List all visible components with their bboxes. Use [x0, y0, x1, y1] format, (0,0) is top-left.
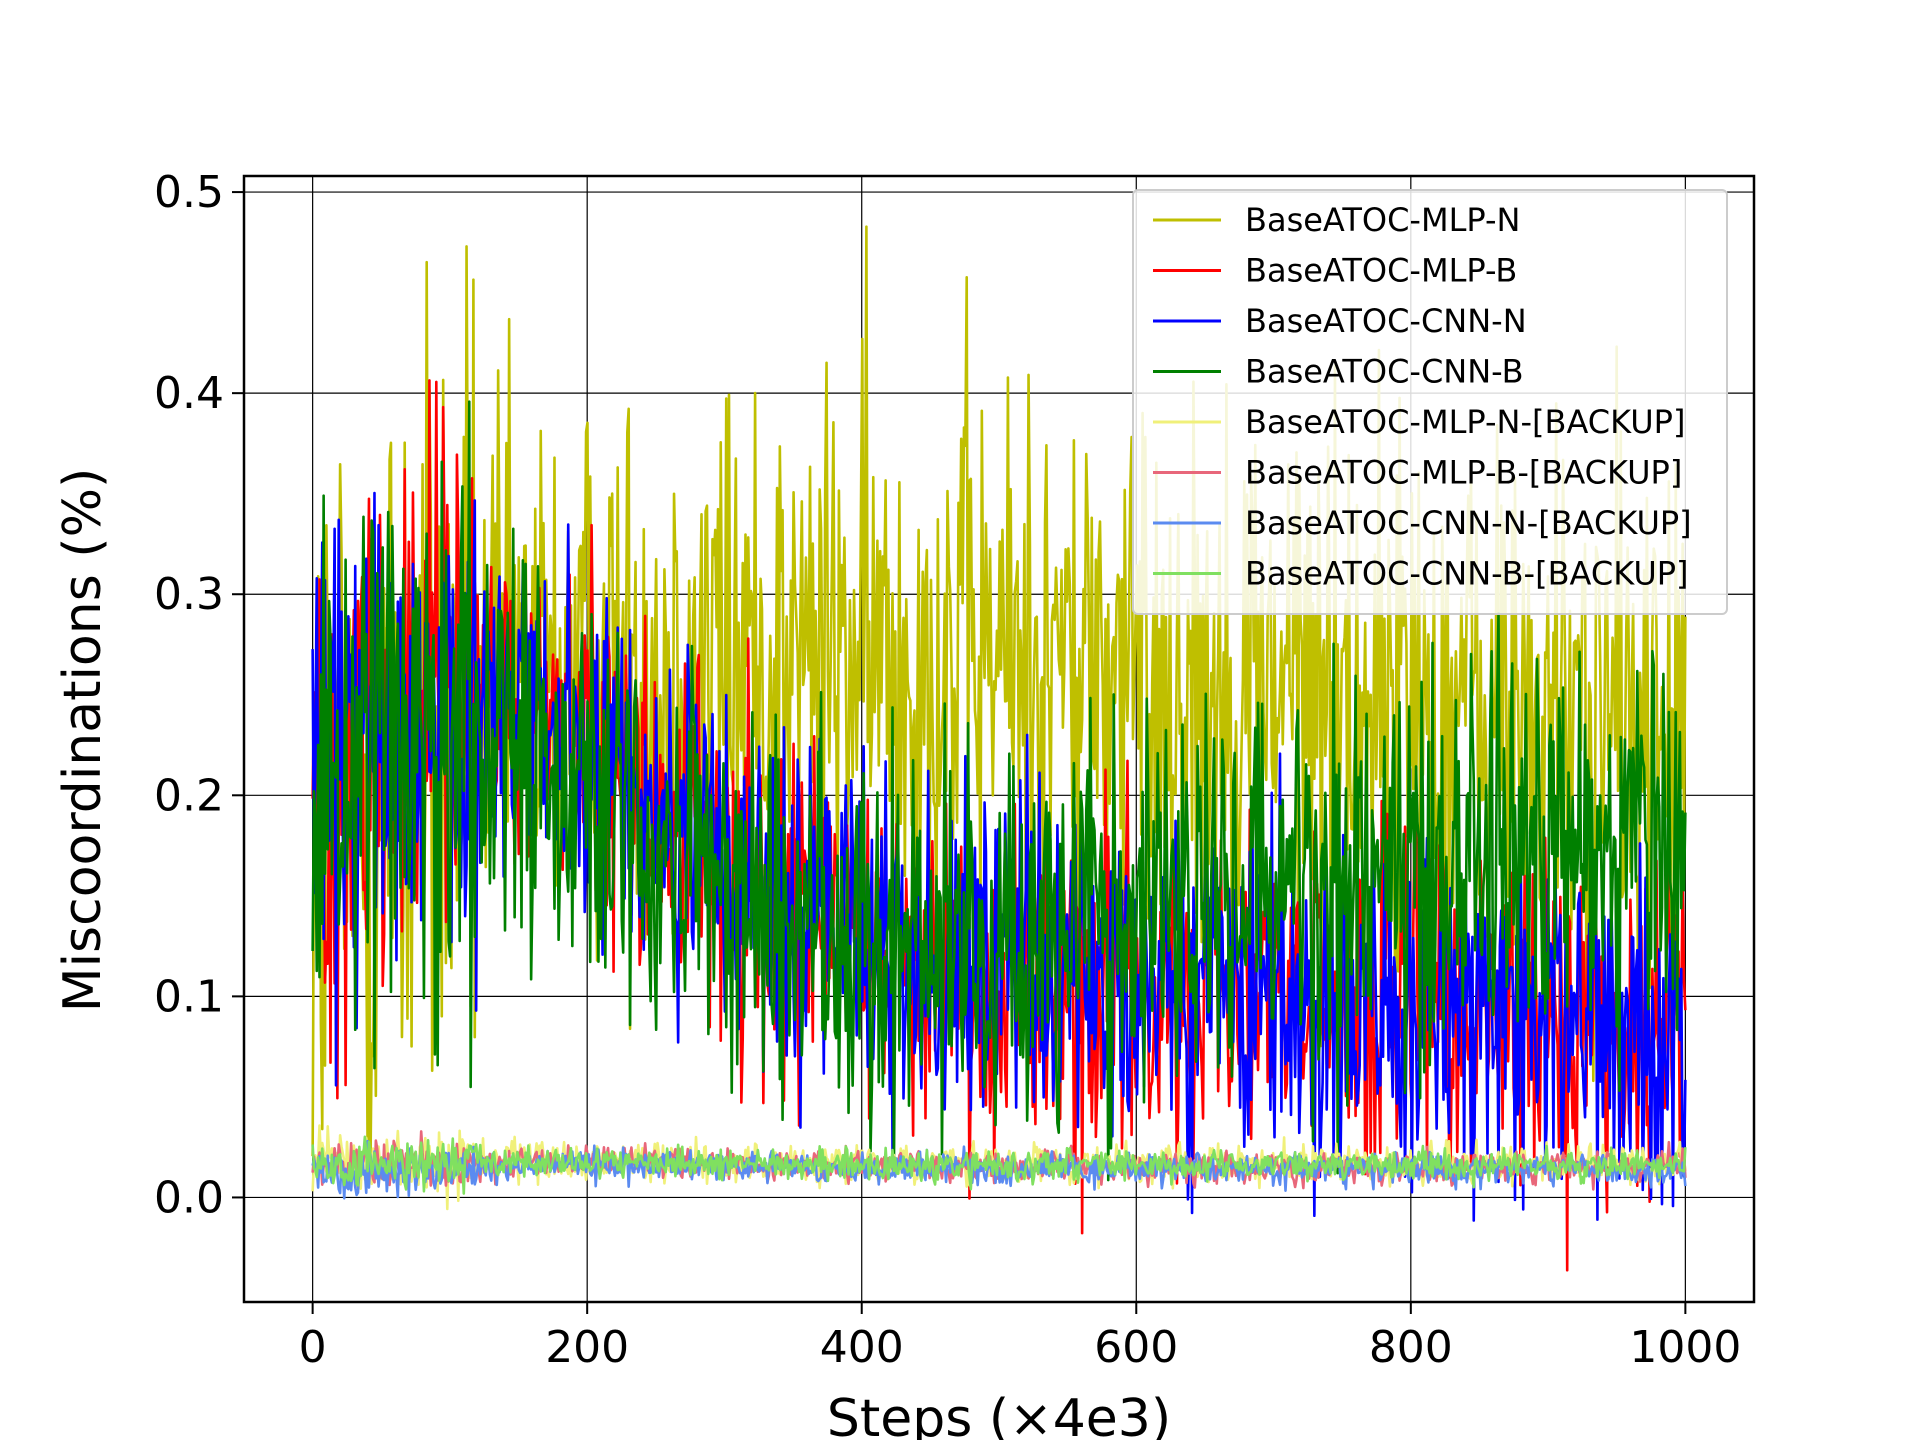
x-tick-label: 200: [545, 1322, 629, 1373]
x-tick-label: 0: [299, 1322, 327, 1373]
legend-label: BaseATOC-MLP-B: [1245, 252, 1517, 290]
y-tick-label: 0.0: [154, 1172, 224, 1223]
y-tick-label: 0.2: [154, 770, 224, 821]
x-tick-label: 400: [820, 1322, 904, 1373]
tick-layer: 0 200 400 600 800 1000 0.0 0.1 0.2 0.3 0.4 0.5: [154, 167, 1741, 1373]
legend-label: BaseATOC-MLP-N: [1245, 201, 1520, 239]
legend-label: BaseATOC-MLP-B-[BACKUP]: [1245, 454, 1682, 492]
legend-label: BaseATOC-CNN-B: [1245, 353, 1524, 391]
axes-frame: [242, 174, 1756, 1304]
y-tick-label: 0.3: [154, 569, 224, 620]
legend-label: BaseATOC-CNN-N: [1245, 302, 1527, 340]
series-layer: [311, 225, 1687, 1272]
legend: BaseATOC-MLP-N BaseATOC-MLP-B BaseATOC-CNN…: [1132, 189, 1728, 615]
x-tick-label: 800: [1369, 1322, 1453, 1373]
legend-label: BaseATOC-MLP-N-[BACKUP]: [1245, 403, 1685, 441]
x-tick-label: 1000: [1629, 1322, 1741, 1373]
legend-label: BaseATOC-CNN-N-[BACKUP]: [1245, 504, 1692, 542]
y-axis-label: Miscoordinations (%): [53, 468, 113, 1013]
y-tick-label: 0.5: [154, 167, 224, 218]
y-tick-label: 0.1: [154, 971, 224, 1022]
legend-label: BaseATOC-CNN-B-[BACKUP]: [1245, 555, 1689, 593]
y-tick-label: 0.4: [154, 368, 224, 419]
x-axis-label: Steps (×4e3): [827, 1389, 1171, 1440]
x-tick-label: 600: [1094, 1322, 1178, 1373]
legend-box: [1132, 189, 1728, 615]
series-line-4: [311, 400, 1687, 1182]
series-line-8: [311, 1135, 1687, 1195]
series-line-1: [311, 225, 1687, 1178]
